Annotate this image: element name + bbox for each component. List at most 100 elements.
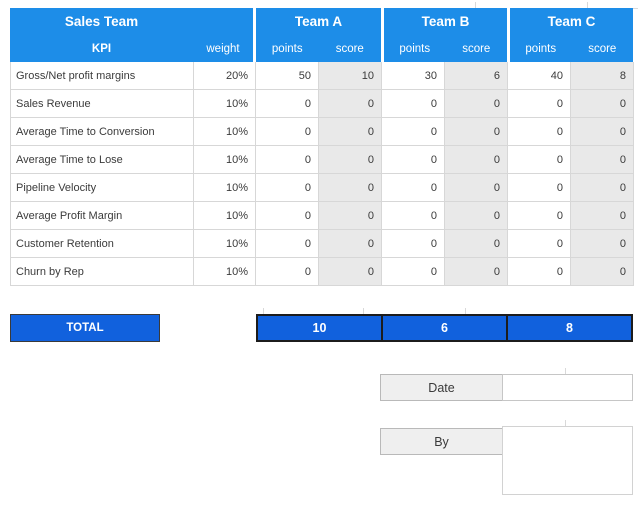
table-row: Sales Revenue 10% 0 0 0 0 0 0 bbox=[11, 90, 634, 118]
team-a-points-cell[interactable]: 0 bbox=[256, 202, 319, 229]
team-b-score-cell[interactable]: 0 bbox=[445, 230, 508, 257]
total-label: TOTAL bbox=[10, 314, 160, 342]
team-b-points-cell[interactable]: 0 bbox=[382, 146, 445, 173]
team-c-score-cell[interactable]: 0 bbox=[571, 118, 634, 145]
team-a-points-cell[interactable]: 0 bbox=[256, 230, 319, 257]
kpi-name-cell[interactable]: Customer Retention bbox=[11, 230, 194, 257]
team-c-points-cell[interactable]: 0 bbox=[508, 90, 571, 117]
team-b-score-cell[interactable]: 0 bbox=[445, 146, 508, 173]
team-b-score-cell[interactable]: 0 bbox=[445, 90, 508, 117]
group-header-team-a: Team A bbox=[294, 14, 343, 29]
team-a-score-cell[interactable]: 0 bbox=[319, 258, 382, 285]
kpi-name-cell[interactable]: Average Time to Lose bbox=[11, 146, 194, 173]
total-team-a: 10 bbox=[312, 321, 327, 335]
team-b-points-cell[interactable]: 0 bbox=[382, 90, 445, 117]
team-a-score-cell[interactable]: 0 bbox=[319, 118, 382, 145]
team-c-score-cell[interactable]: 0 bbox=[571, 258, 634, 285]
group-header-team-c: Team C bbox=[547, 14, 596, 29]
total-team-b: 6 bbox=[381, 316, 506, 340]
team-c-points-cell[interactable]: 0 bbox=[508, 174, 571, 201]
team-a-points-cell[interactable]: 0 bbox=[256, 118, 319, 145]
weight-cell[interactable]: 10% bbox=[194, 146, 256, 173]
team-c-points-cell[interactable]: 0 bbox=[508, 202, 571, 229]
team-a-points-cell[interactable]: 0 bbox=[256, 90, 319, 117]
team-b-score-cell[interactable]: 6 bbox=[445, 62, 508, 89]
team-c-score-cell[interactable]: 8 bbox=[571, 62, 634, 89]
kpi-name-cell[interactable]: Pipeline Velocity bbox=[11, 174, 194, 201]
header-block-team-a: Team A points score bbox=[256, 8, 381, 62]
kpi-name-cell[interactable]: Sales Revenue bbox=[11, 90, 194, 117]
team-a-score-cell[interactable]: 0 bbox=[319, 174, 382, 201]
team-a-score-cell[interactable]: 0 bbox=[319, 202, 382, 229]
kpi-name-cell[interactable]: Average Profit Margin bbox=[11, 202, 194, 229]
weight-cell[interactable]: 10% bbox=[194, 258, 256, 285]
kpi-name-cell[interactable]: Average Time to Conversion bbox=[11, 118, 194, 145]
weight-cell[interactable]: 10% bbox=[194, 230, 256, 257]
kpi-name-cell[interactable]: Gross/Net profit margins bbox=[11, 62, 194, 89]
col-header-points-b: points bbox=[399, 42, 431, 55]
team-a-score-cell[interactable]: 0 bbox=[319, 146, 382, 173]
team-c-score-cell[interactable]: 0 bbox=[571, 230, 634, 257]
date-input-cell[interactable] bbox=[502, 374, 633, 401]
team-c-points-cell[interactable]: 0 bbox=[508, 118, 571, 145]
by-input-box[interactable] bbox=[502, 426, 633, 495]
gridline-stub bbox=[633, 8, 638, 9]
team-a-score-cell[interactable]: 0 bbox=[319, 90, 382, 117]
col-header-weight: weight bbox=[206, 42, 240, 55]
col-header-score-c: score bbox=[588, 42, 617, 55]
weight-cell[interactable]: 20% bbox=[194, 62, 256, 89]
gridline-stub bbox=[263, 308, 264, 314]
team-b-points-cell[interactable]: 0 bbox=[382, 230, 445, 257]
by-label: By bbox=[380, 428, 503, 455]
table-row: Gross/Net profit margins 20% 50 10 30 6 … bbox=[11, 62, 634, 90]
header-block-team-b: Team B points score bbox=[384, 8, 507, 62]
team-c-points-cell[interactable]: 0 bbox=[508, 258, 571, 285]
team-a-score-cell[interactable]: 10 bbox=[319, 62, 382, 89]
table-row: Average Time to Lose 10% 0 0 0 0 0 0 bbox=[11, 146, 634, 174]
table-row: Customer Retention 10% 0 0 0 0 0 0 bbox=[11, 230, 634, 258]
weight-cell[interactable]: 10% bbox=[194, 202, 256, 229]
team-a-points-cell[interactable]: 0 bbox=[256, 258, 319, 285]
weight-cell[interactable]: 10% bbox=[194, 118, 256, 145]
gridline-stub bbox=[475, 2, 476, 8]
team-c-points-cell[interactable]: 40 bbox=[508, 62, 571, 89]
team-b-points-cell[interactable]: 0 bbox=[382, 118, 445, 145]
team-a-points-cell[interactable]: 0 bbox=[256, 174, 319, 201]
team-c-score-cell[interactable]: 0 bbox=[571, 202, 634, 229]
table-row: Pipeline Velocity 10% 0 0 0 0 0 0 bbox=[11, 174, 634, 202]
team-c-points-cell[interactable]: 0 bbox=[508, 146, 571, 173]
kpi-name-cell[interactable]: Churn by Rep bbox=[11, 258, 194, 285]
weight-cell[interactable]: 10% bbox=[194, 174, 256, 201]
weight-cell[interactable]: 10% bbox=[194, 90, 256, 117]
header-block-team-c: Team C points score bbox=[510, 8, 633, 62]
gridline-stub bbox=[587, 2, 588, 8]
team-a-points-cell[interactable]: 0 bbox=[256, 146, 319, 173]
team-b-points-cell[interactable]: 30 bbox=[382, 62, 445, 89]
team-b-score-cell[interactable]: 0 bbox=[445, 174, 508, 201]
date-label: Date bbox=[380, 374, 503, 401]
team-c-score-cell[interactable]: 0 bbox=[571, 146, 634, 173]
col-header-score-b: score bbox=[462, 42, 491, 55]
team-b-points-cell[interactable]: 0 bbox=[382, 174, 445, 201]
col-header-score-a: score bbox=[335, 42, 364, 55]
team-b-score-cell[interactable]: 0 bbox=[445, 258, 508, 285]
kpi-table-body: Gross/Net profit margins 20% 50 10 30 6 … bbox=[10, 62, 634, 286]
team-c-score-cell[interactable]: 0 bbox=[571, 90, 634, 117]
team-c-points-cell[interactable]: 0 bbox=[508, 230, 571, 257]
team-b-points-cell[interactable]: 0 bbox=[382, 202, 445, 229]
group-header-team-b: Team B bbox=[421, 14, 470, 29]
team-b-score-cell[interactable]: 0 bbox=[445, 118, 508, 145]
team-c-score-cell[interactable]: 0 bbox=[571, 174, 634, 201]
table-row: Average Time to Conversion 10% 0 0 0 0 0… bbox=[11, 118, 634, 146]
team-a-score-cell[interactable]: 0 bbox=[319, 230, 382, 257]
col-header-points-a: points bbox=[271, 42, 303, 55]
header-block-sales-team: Sales Team KPI weight bbox=[10, 8, 253, 62]
gridline-stub bbox=[363, 308, 364, 314]
team-b-score-cell[interactable]: 0 bbox=[445, 202, 508, 229]
team-a-points-cell[interactable]: 50 bbox=[256, 62, 319, 89]
gridline-stub bbox=[565, 368, 566, 374]
gridline-stub bbox=[565, 420, 566, 426]
team-b-points-cell[interactable]: 0 bbox=[382, 258, 445, 285]
table-row: Average Profit Margin 10% 0 0 0 0 0 0 bbox=[11, 202, 634, 230]
